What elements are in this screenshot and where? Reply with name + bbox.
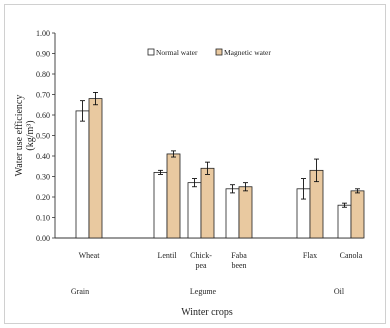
y-tick-label: 0.10 <box>36 214 50 223</box>
y-tick-label: 0.40 <box>36 152 50 161</box>
y-tick-label: 0.80 <box>36 70 50 79</box>
y-tick-label: 0.00 <box>36 234 50 243</box>
y-axis-label-line1: Water use efficiency <box>14 95 25 177</box>
x-group-label: Oil <box>334 287 345 296</box>
bar-magnetic-0 <box>88 98 103 239</box>
x-category-label: Wheat <box>79 251 101 260</box>
x-category-label: Faba <box>231 251 247 260</box>
y-tick-label: 0.60 <box>36 111 50 120</box>
y-tick-label: 0.50 <box>36 132 50 141</box>
y-axis-label: Water use efficiency (kg/m³) <box>14 95 36 177</box>
bar-normal-5 <box>337 204 352 239</box>
y-tick-label: 1.00 <box>36 29 50 38</box>
x-category-label: Lentil <box>157 251 177 260</box>
legend-swatch-magnetic <box>215 48 223 56</box>
legend: Normal water Magnetic water <box>147 48 271 57</box>
bar-normal-1 <box>153 171 168 239</box>
bar-chart: Water use efficiency (kg/m³) 0.00 0.10 0.2… <box>14 29 365 318</box>
y-tick-label: 0.90 <box>36 50 50 59</box>
x-axis-title: Winter crops <box>181 307 233 318</box>
x-group-label: Grain <box>71 287 89 296</box>
x-category-label: Flax <box>303 251 317 260</box>
bar-normal-0 <box>75 110 90 239</box>
y-tick-label: 0.20 <box>36 193 50 202</box>
legend-label: Magnetic water <box>224 48 271 57</box>
x-category-label: been <box>231 261 246 270</box>
bar-normal-2 <box>187 182 202 239</box>
legend-swatch-normal <box>147 48 155 56</box>
bar-magnetic-2 <box>200 167 215 239</box>
x-category-label: pea <box>195 261 207 270</box>
legend-label: Normal water <box>156 48 198 57</box>
x-category-label: Canola <box>340 251 363 260</box>
x-category-label: Chick- <box>190 251 212 260</box>
bar-normal-3 <box>225 188 240 239</box>
bar-magnetic-1 <box>166 153 181 239</box>
x-group-label: Legume <box>190 287 217 296</box>
y-tick-label: 0.30 <box>36 173 50 182</box>
bar-magnetic-5 <box>350 190 365 239</box>
y-tick-label: 0.70 <box>36 91 50 100</box>
chart-frame: Water use efficiency (kg/m³) 0.00 0.10 0.2… <box>4 4 386 324</box>
y-axis-ticks: 0.00 0.10 0.20 0.30 0.40 0.50 0.60 0.70 0.80 0.90… <box>36 29 55 243</box>
y-axis-label-line2: (kg/m³) <box>25 120 36 150</box>
bar-magnetic-3 <box>238 186 253 239</box>
bars <box>75 91 365 239</box>
x-axis-group-labels: Grain Legume Oil <box>71 287 345 296</box>
